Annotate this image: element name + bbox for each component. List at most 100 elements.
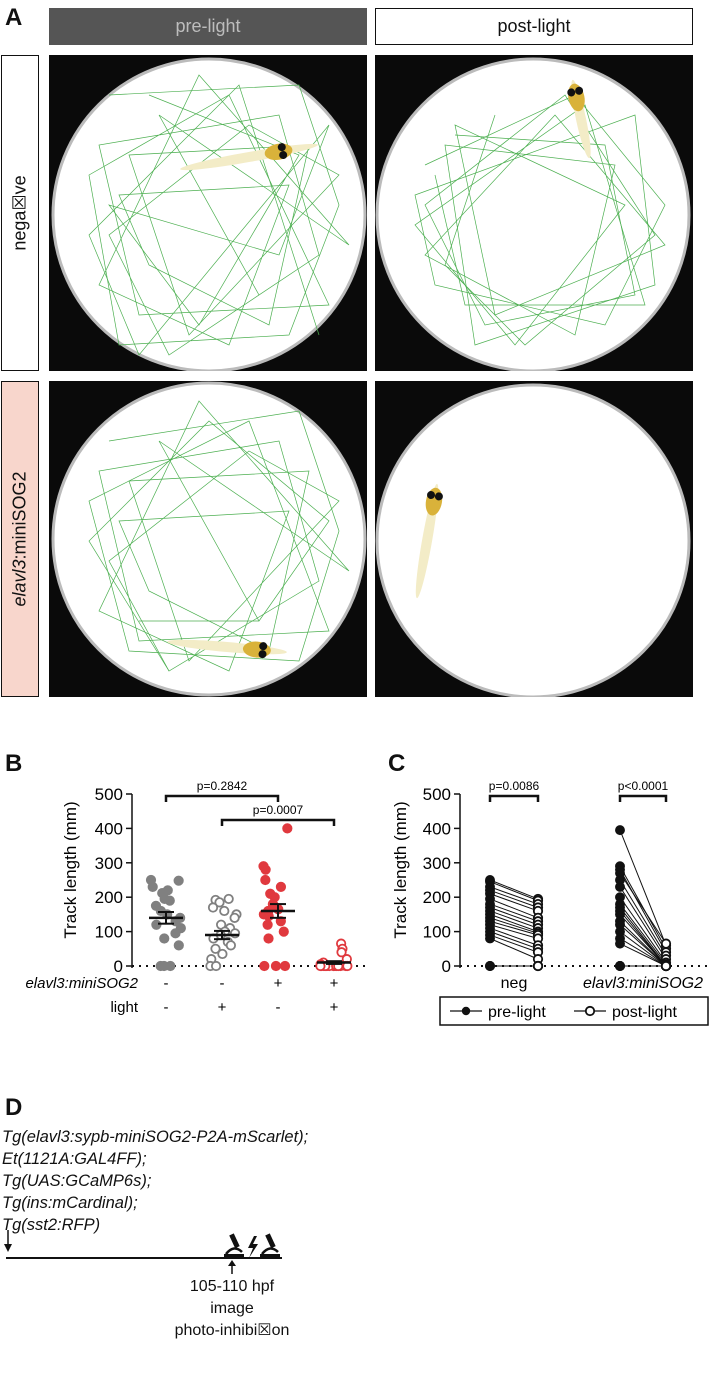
chart-b-point <box>260 864 271 875</box>
row-elavl3-header: elavl3:miniSOG2 <box>1 381 39 697</box>
chart-c-pair-line <box>489 879 539 900</box>
row-elavl3-label: elavl3:miniSOG2 <box>9 471 30 607</box>
chart-c-pair-line <box>619 872 667 944</box>
chart-b-factor-value: - <box>220 975 225 992</box>
chart-c-y-tick-label: 0 <box>442 957 451 976</box>
chart-c-pair-line <box>489 903 539 922</box>
chart-b-point <box>260 874 271 886</box>
chart-b-point <box>173 940 184 951</box>
chart-b-point <box>259 960 270 972</box>
chart-b-factor-value: - <box>276 999 281 1016</box>
chart-b-point <box>170 928 181 939</box>
panel-c-letter: C <box>388 750 406 777</box>
chart-c-pair-line <box>489 881 539 902</box>
chart-b-p-value: p=0.0007 <box>253 803 304 817</box>
chart-c-y-tick-label: 100 <box>423 923 451 942</box>
chart-c-pair-line <box>489 907 539 926</box>
chart-b-point <box>263 933 274 944</box>
chart-b-point <box>151 919 162 930</box>
chart-b-y-tick-label: 500 <box>95 785 123 804</box>
chart-b-point <box>207 902 219 913</box>
chart-b-point <box>217 948 228 960</box>
timeline-label-photoinhibition: photo-inhibi☒on <box>174 1322 290 1339</box>
panel-a-letter: A <box>5 4 23 31</box>
chart-c-pair-line <box>619 869 667 953</box>
photo-negative-post-light <box>375 55 693 371</box>
chart-b-point <box>275 881 287 892</box>
chart-b-point <box>147 881 158 892</box>
row-negative-header: nega☒ve <box>1 55 39 371</box>
chart-c-point-pre <box>615 938 625 949</box>
panel-b-letter: B <box>5 750 23 777</box>
chart-c-y-tick-label: 500 <box>423 785 451 804</box>
chart-b-point <box>214 897 225 908</box>
chart-c: Track length (mm) 0 100 200 300 400 500 neg ela… <box>391 779 709 1026</box>
chart-b-point <box>279 960 291 972</box>
microscope-icon <box>260 1233 280 1257</box>
chart-b-y-tick-label: 100 <box>95 923 123 942</box>
timeline <box>4 1230 282 1274</box>
chart-c-pair-line <box>619 903 667 965</box>
chart-c-pair-line <box>489 886 539 905</box>
genotype-line: Et(1121A:GAL4FF); <box>2 1150 147 1168</box>
photo-elavl3-pre-light <box>49 381 367 697</box>
chart-c-pair-line <box>489 924 539 939</box>
microscope-icon <box>224 1233 244 1257</box>
chart-c-point-pre <box>615 961 625 971</box>
chart-c-pair-line <box>489 938 539 960</box>
chart-b-point <box>262 919 273 930</box>
chart-c-group-label: neg <box>501 975 528 992</box>
chart-c-point-pre <box>485 961 495 971</box>
chart-c-pair-line <box>619 879 667 956</box>
chart-b-point <box>263 911 274 922</box>
chart-b-point <box>282 823 293 834</box>
chart-c-pair-line <box>489 910 539 929</box>
chart-b-point <box>270 960 282 972</box>
timeline-label-image: image <box>210 1300 254 1317</box>
chart-b-factor-name: elavl3:miniSOG2 <box>25 975 138 992</box>
photo-elavl3-post-light <box>375 381 693 697</box>
lightning-icon <box>248 1236 258 1258</box>
chart-c-point-pre <box>485 933 495 944</box>
chart-c-point-post <box>660 938 672 949</box>
chart-c-significance-bracket <box>618 794 668 802</box>
chart-c-legend-swatch-post <box>584 1005 596 1017</box>
chart-b-factor-value: + <box>330 975 339 992</box>
chart-c-pair-line <box>489 913 539 933</box>
chart-c-pair-line <box>619 931 667 967</box>
chart-b-point <box>210 943 221 954</box>
chart-b-y-label: Track length (mm) <box>61 801 80 938</box>
chart-b-factor-name: light <box>110 999 138 1016</box>
chart-c-pair-line <box>619 896 667 963</box>
genotype-line: Tg(UAS:GCaMP6s); <box>2 1172 152 1190</box>
chart-c-y-tick-label: 200 <box>423 888 451 907</box>
chart-b-factor-value: + <box>330 999 339 1016</box>
chart-c-point-post <box>660 960 672 972</box>
chart-c-legend-swatch-pre <box>461 1006 471 1016</box>
chart-c-group-label: elavl3:miniSOG2 <box>583 975 703 992</box>
chart-b-significance-bracket <box>164 794 280 802</box>
chart-b-point <box>219 905 230 917</box>
post-light-label: post-light <box>497 16 571 36</box>
chart-c-point-pre <box>615 881 625 892</box>
chart-c-pair-line <box>489 917 539 934</box>
chart-c-pair-line <box>489 920 539 936</box>
chart-b-factor-value: + <box>274 975 283 992</box>
chart-b-y-tick-label: 300 <box>95 854 123 873</box>
chart-b-point <box>165 960 176 972</box>
genotype-line: Tg(sst2:RFP) <box>2 1216 101 1234</box>
chart-c-pair-line <box>619 914 667 967</box>
chart-b-point <box>173 875 184 886</box>
chart-b-point <box>229 912 240 923</box>
chart-b-factor-value: + <box>218 999 227 1016</box>
chart-b-point <box>164 895 175 906</box>
chart-b-point <box>159 933 170 944</box>
chart-b-point <box>278 926 289 937</box>
chart-c-pair-line <box>619 924 667 967</box>
chart-b-point <box>210 960 222 972</box>
chart-c-pair-line <box>489 934 539 953</box>
chart-b: Track length (mm) 0 100 200 300 400 500 p=0.2… <box>25 779 370 1016</box>
chart-b-factor-value: - <box>164 999 169 1016</box>
chart-b-significance-bracket <box>220 818 336 826</box>
chart-b-point <box>225 940 236 951</box>
